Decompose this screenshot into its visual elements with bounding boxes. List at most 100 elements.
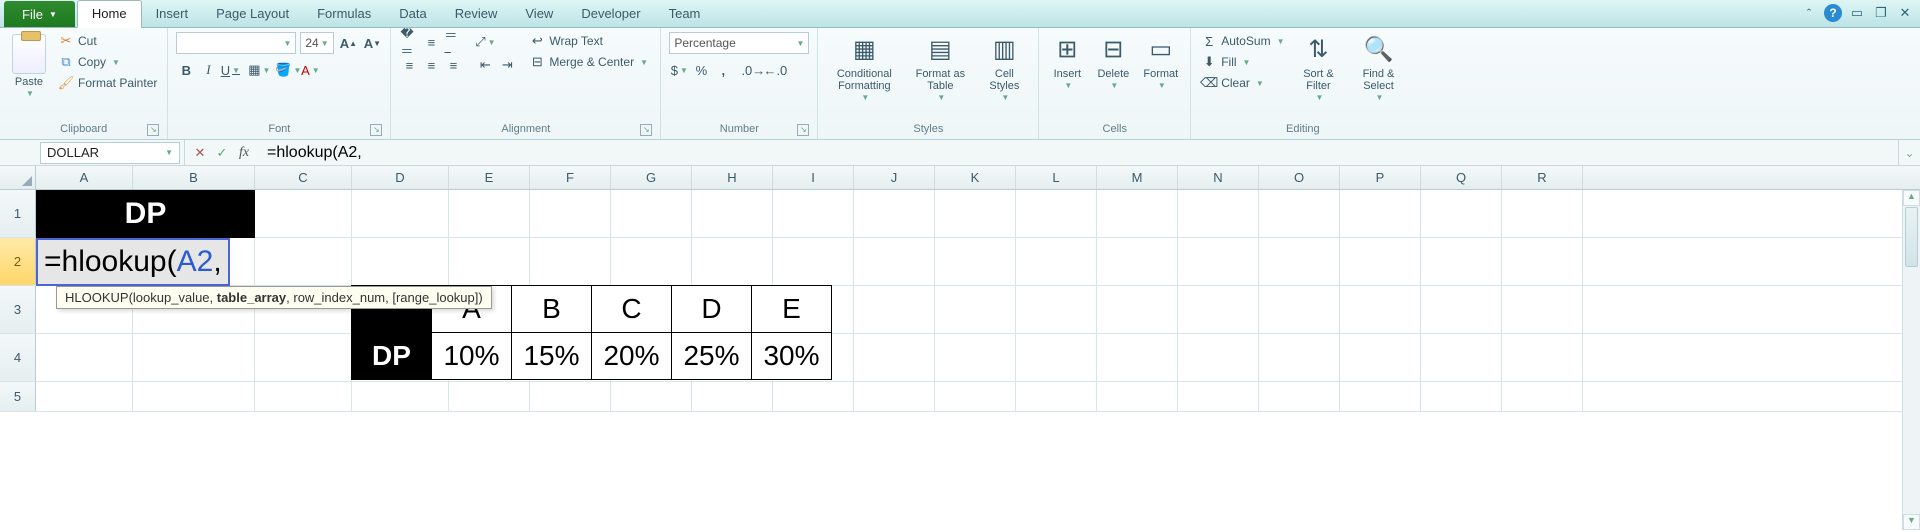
scroll-up-icon[interactable]: ▲ — [1903, 190, 1920, 206]
cell[interactable] — [854, 190, 935, 237]
table-cell[interactable]: 25% — [671, 332, 752, 380]
column-header[interactable]: F — [530, 166, 611, 189]
cell[interactable] — [1178, 334, 1259, 381]
active-cell-editor[interactable]: =hlookup(A2, — [36, 238, 230, 286]
row-header[interactable]: 1 — [0, 190, 36, 237]
column-header[interactable]: E — [449, 166, 530, 189]
table-cell[interactable]: D — [671, 285, 752, 333]
borders-button[interactable]: ▦▼ — [249, 60, 269, 80]
cell[interactable] — [1016, 286, 1097, 333]
cell[interactable] — [611, 238, 692, 285]
find-select-button[interactable]: 🔍 Find & Select▼ — [1350, 32, 1406, 105]
cell[interactable] — [1340, 238, 1421, 285]
cell[interactable] — [1340, 286, 1421, 333]
font-size-select[interactable]: 24 ▼ — [300, 32, 334, 54]
cell[interactable] — [1421, 238, 1502, 285]
tab-team[interactable]: Team — [655, 1, 715, 27]
align-right-button[interactable]: ≡ — [443, 55, 463, 75]
cell[interactable] — [133, 382, 255, 411]
expand-formula-bar-icon[interactable]: ⌄ — [1898, 140, 1920, 165]
table-cell[interactable]: 20% — [591, 332, 672, 380]
row-header[interactable]: 2 — [0, 238, 36, 285]
shrink-font-button[interactable]: A▼ — [362, 33, 382, 53]
cell[interactable] — [692, 382, 773, 411]
tab-insert[interactable]: Insert — [142, 1, 203, 27]
cell[interactable] — [1340, 334, 1421, 381]
table-cell[interactable]: E — [751, 285, 832, 333]
cell[interactable] — [1097, 286, 1178, 333]
increase-indent-button[interactable]: ⇥ — [497, 55, 517, 75]
align-center-button[interactable]: ≡ — [421, 55, 441, 75]
tab-home[interactable]: Home — [77, 0, 142, 28]
scroll-down-icon[interactable]: ▼ — [1903, 514, 1920, 530]
cell[interactable] — [1097, 238, 1178, 285]
cell[interactable] — [1016, 190, 1097, 237]
cell[interactable] — [1259, 238, 1340, 285]
tab-view[interactable]: View — [511, 1, 567, 27]
tab-formulas[interactable]: Formulas — [303, 1, 385, 27]
cell[interactable] — [352, 190, 449, 237]
select-all-button[interactable] — [0, 166, 36, 189]
help-icon[interactable]: ? — [1824, 4, 1842, 22]
cell[interactable] — [1178, 286, 1259, 333]
cell[interactable] — [773, 382, 854, 411]
cell[interactable] — [133, 334, 255, 381]
vertical-scrollbar[interactable]: ▲ ▼ — [1902, 190, 1920, 530]
cell[interactable] — [935, 238, 1016, 285]
close-window-icon[interactable]: ✕ — [1896, 4, 1914, 22]
cell[interactable] — [352, 382, 449, 411]
scrollbar-thumb[interactable] — [1905, 207, 1918, 267]
font-color-button[interactable]: A▼ — [300, 60, 320, 80]
paste-button[interactable]: Paste ▼ — [8, 32, 50, 101]
cell[interactable] — [1340, 382, 1421, 411]
decrease-indent-button[interactable]: ⇤ — [475, 55, 495, 75]
cancel-formula-icon[interactable]: ✕ — [191, 145, 209, 161]
cell[interactable] — [1178, 382, 1259, 411]
grow-font-button[interactable]: A▲ — [338, 33, 358, 53]
cell[interactable] — [1097, 382, 1178, 411]
comma-format-button[interactable]: , — [713, 60, 733, 80]
cell[interactable] — [1502, 190, 1583, 237]
cell[interactable] — [1178, 190, 1259, 237]
clear-button[interactable]: ⌫ Clear▼ — [1199, 74, 1286, 92]
font-name-select[interactable]: ▼ — [176, 32, 296, 54]
minimize-window-icon[interactable]: ▭ — [1848, 4, 1866, 22]
cell[interactable] — [1016, 238, 1097, 285]
fill-color-button[interactable]: 🪣▼ — [278, 60, 298, 80]
font-dialog-icon[interactable]: ↘ — [370, 124, 382, 136]
cell[interactable] — [1259, 382, 1340, 411]
cell-a1-b1-merged[interactable]: DP — [36, 190, 255, 238]
cell[interactable] — [255, 334, 352, 381]
grid-rows[interactable]: 12345 DP =hlookup(A2, HLOOKUP(lookup_val… — [0, 190, 1920, 530]
autosum-button[interactable]: Σ AutoSum▼ — [1199, 32, 1286, 50]
column-header[interactable]: I — [773, 166, 854, 189]
cut-button[interactable]: ✂ Cut — [56, 32, 159, 50]
table-cell[interactable]: 15% — [511, 332, 592, 380]
column-header[interactable]: L — [1016, 166, 1097, 189]
column-header[interactable]: G — [611, 166, 692, 189]
row-header[interactable]: 3 — [0, 286, 36, 333]
column-header[interactable]: B — [133, 166, 255, 189]
cell[interactable] — [1502, 238, 1583, 285]
accounting-format-button[interactable]: $▼ — [669, 60, 689, 80]
enter-formula-icon[interactable]: ✓ — [213, 145, 231, 161]
cell[interactable] — [1016, 334, 1097, 381]
number-format-select[interactable]: Percentage ▼ — [669, 32, 809, 54]
cell[interactable] — [530, 190, 611, 237]
cell[interactable] — [935, 286, 1016, 333]
increase-decimal-button[interactable]: .0→ — [743, 60, 763, 80]
delete-cells-button[interactable]: ⊟ Delete▼ — [1093, 32, 1133, 93]
tab-review[interactable]: Review — [441, 1, 512, 27]
cell[interactable] — [1259, 190, 1340, 237]
name-box[interactable]: DOLLAR ▼ — [40, 142, 180, 164]
column-header[interactable]: N — [1178, 166, 1259, 189]
decrease-decimal-button[interactable]: ←.0 — [765, 60, 785, 80]
tab-file[interactable]: File ▼ — [4, 1, 75, 27]
table-cell[interactable]: C — [591, 285, 672, 333]
align-top-button[interactable]: �＝ — [399, 32, 419, 52]
format-painter-button[interactable]: 🖌 Format Painter — [56, 74, 159, 92]
cell[interactable] — [1421, 382, 1502, 411]
cell[interactable] — [935, 382, 1016, 411]
cell[interactable] — [1340, 190, 1421, 237]
format-cells-button[interactable]: ▭ Format▼ — [1139, 32, 1182, 93]
